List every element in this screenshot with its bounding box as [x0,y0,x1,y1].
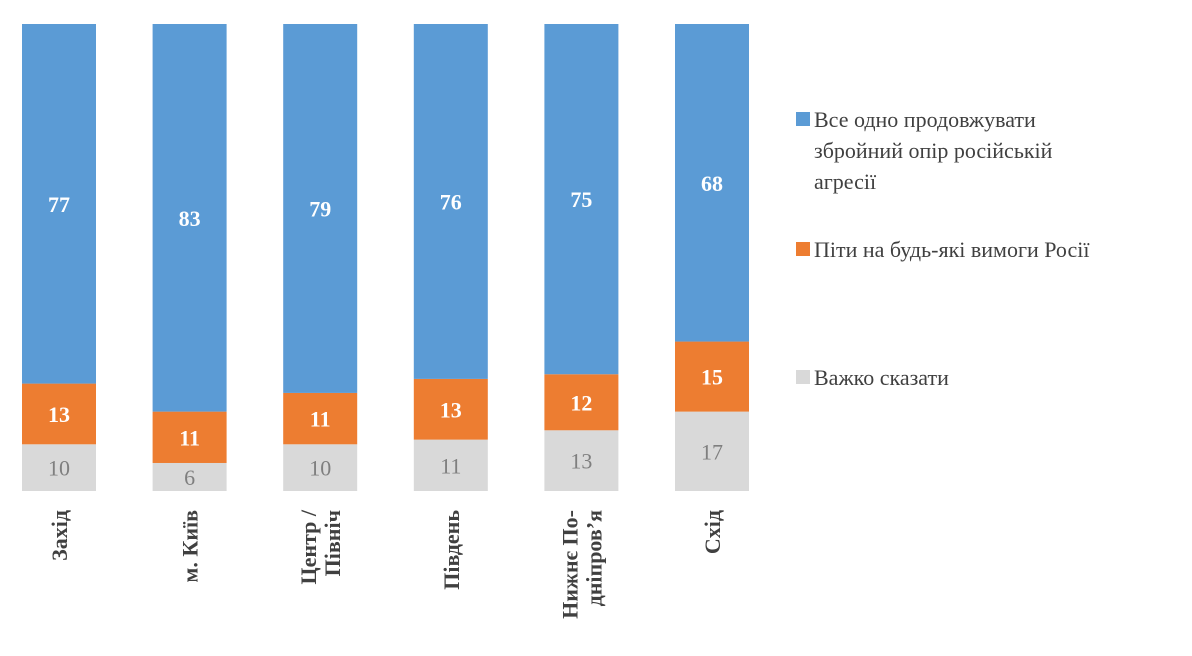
data-label: 6 [184,465,195,490]
data-label: 77 [48,192,70,217]
category-label-line: Схід [700,510,725,554]
bars-group [22,24,749,491]
data-label: 10 [48,456,70,481]
legend-label-hard-to-say: Важко сказати [814,362,949,393]
legend-item-continue-resistance: Все одно продовжувати збройний опір росі… [796,104,1052,197]
category-label-line: Північ [320,510,345,576]
legend-line: Все одно продовжувати [814,107,1036,132]
legend-line: збройний опір російській [814,138,1053,163]
category-label: м. Київ [178,510,203,583]
data-label: 13 [440,397,462,422]
bar-segment [544,374,619,431]
legend-line: Піти на будь-які вимоги Росії [814,237,1090,262]
data-label: 76 [440,189,462,214]
data-label: 12 [570,390,592,415]
category-labels-group: Захід м. Київ Центр / Північ Південь Нижнє По… [47,509,725,619]
bar-segment [413,378,488,440]
legend-item-accept-demands: Піти на будь-які вимоги Росії [796,234,1089,265]
bar-segment [22,444,96,491]
bar-segment [283,392,358,445]
bar-segment [22,383,96,445]
category-label-line: дніпров’я [581,510,606,606]
bar-segment [675,24,749,342]
bar-segment [675,411,749,491]
bar-segment [152,462,227,491]
category-label-line: м. Київ [178,510,203,583]
category-label-line: Південь [439,510,464,590]
category-label-line: Центр / [296,509,321,584]
legend-swatch-continue-resistance [796,112,810,126]
legend-label-continue-resistance: Все одно продовжувати збройний опір росі… [814,104,1052,197]
data-label: 68 [701,171,723,196]
bar-segment [283,24,358,393]
category-label-line: Захід [47,510,72,561]
legend-swatch-accept-demands [796,242,810,256]
category-label: Захід [47,510,72,561]
data-label: 79 [309,196,331,221]
bar-segment [675,341,749,412]
data-label: 11 [310,407,331,432]
bar-segment [413,439,488,491]
data-label: 75 [570,187,592,212]
bar-segment [413,24,488,379]
data-label: 17 [701,439,723,464]
data-label: 13 [48,402,70,427]
bar-segment [283,444,358,491]
data-label: 15 [701,365,723,390]
data-label: 11 [440,453,461,478]
category-label: Схід [700,510,725,554]
category-label-line: Нижнє По- [557,510,582,619]
bar-segment [544,24,619,375]
legend-item-hard-to-say: Важко сказати [796,362,949,393]
bar-segment [544,430,619,491]
data-label: 13 [570,449,592,474]
legend-line: Важко сказати [814,365,949,390]
category-label: Південь [439,510,464,590]
bar-segment [22,24,96,384]
data-label: 10 [309,456,331,481]
legend-swatch-hard-to-say [796,370,810,384]
bar-segment [152,24,227,412]
legend-line: агресії [814,169,877,194]
category-label: Нижнє По-дніпров’я [557,510,606,619]
data-label: 11 [179,425,200,450]
category-label: Центр / Північ [296,509,345,584]
data-label: 83 [179,206,201,231]
data-labels-group: 10 13 77 6 11 83 10 11 79 11 13 76 13 12 75 17 15 68 [48,171,723,490]
bar-segment [152,411,227,463]
legend-label-accept-demands: Піти на будь-які вимоги Росії [814,234,1089,265]
